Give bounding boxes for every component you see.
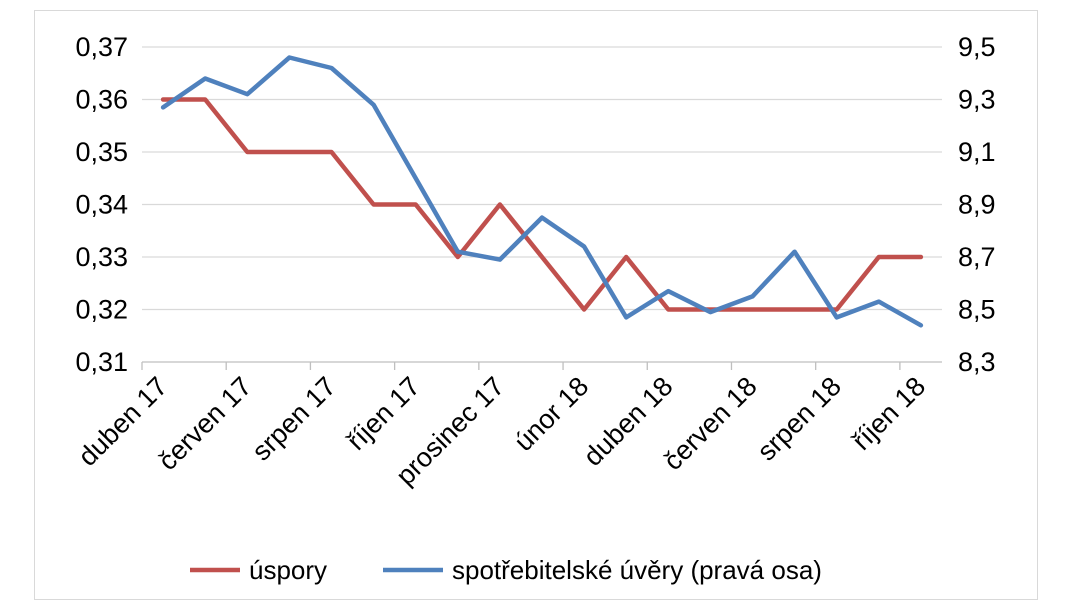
series-line-right [160,55,924,328]
x-axis-tick-label: říjen 18 [846,371,931,456]
x-axis-tick-label: srpen 18 [751,371,847,467]
right-axis-tick-label: 8,7 [958,242,996,272]
right-axis-tick-label: 9,3 [958,85,996,115]
legend-label: spotřebitelské úvěry (pravá osa) [452,555,822,585]
left-axis-tick-label: 0,32 [75,295,128,325]
right-axis-tick-label: 9,1 [958,137,996,167]
x-axis-tick-label: únor 18 [508,371,594,457]
gridlines [142,46,942,363]
x-axis-tick-label: červen 18 [658,371,763,476]
legend: úspory spotřebitelské úvěry (pravá osa) [190,555,822,585]
left-axis-ticks: 0,31 0,32 0,33 0,34 0,35 0,36 0,37 [75,32,128,377]
left-axis-tick-label: 0,35 [75,137,128,167]
left-axis-tick-label: 0,36 [75,85,128,115]
right-axis-tick-label: 9,5 [958,32,996,62]
x-axis-tick-label: srpen 17 [246,371,342,467]
x-axis-tick-label: říjen 17 [341,371,426,456]
legend-label: úspory [249,555,327,585]
left-axis-tick-label: 0,34 [75,190,128,220]
left-axis-tick-label: 0,33 [75,242,128,272]
right-axis-tick-label: 8,3 [958,347,996,377]
x-axis-tick-label: červen 17 [152,371,257,476]
series-line-left [160,97,924,312]
left-axis-tick-label: 0,31 [75,347,128,377]
series-lines [160,55,924,328]
right-axis-tick-label: 8,5 [958,295,996,325]
right-axis-ticks: 8,3 8,5 8,7 8,9 9,1 9,3 9,5 [958,32,996,377]
left-axis-tick-label: 0,37 [75,32,128,62]
right-axis-tick-label: 8,9 [958,190,996,220]
